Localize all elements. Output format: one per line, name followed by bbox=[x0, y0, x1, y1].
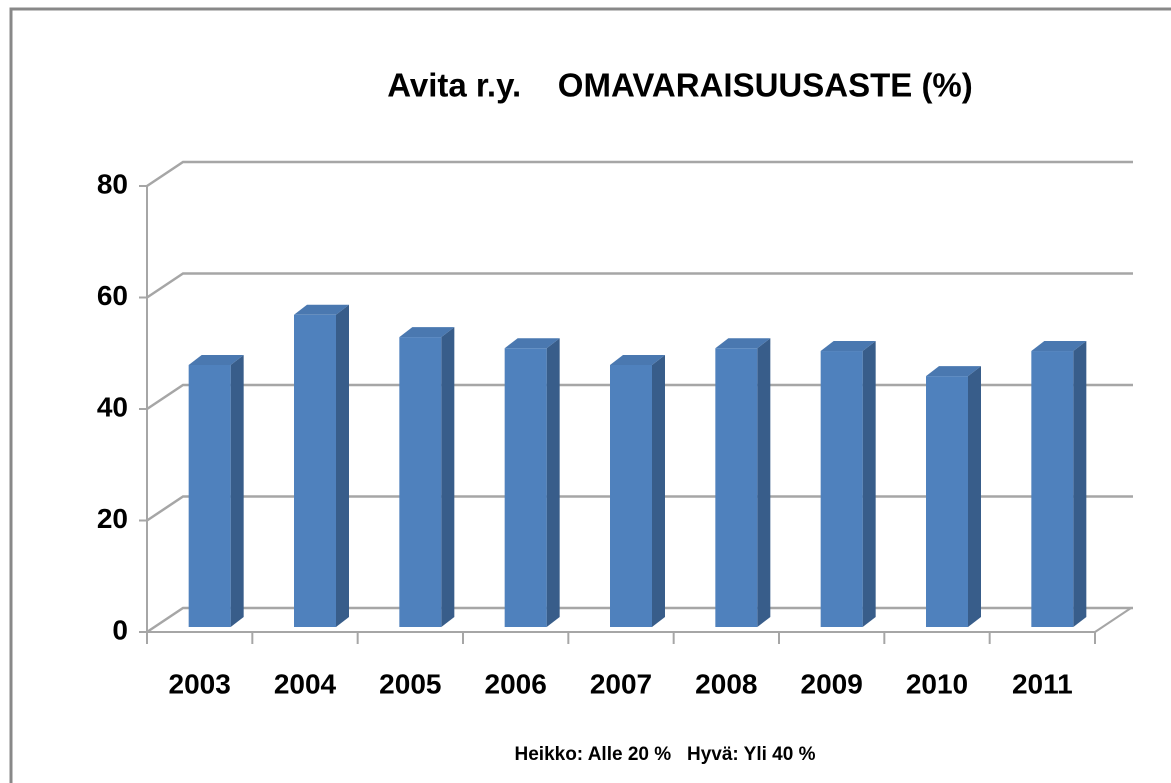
y-tick-label: 80 bbox=[97, 168, 128, 199]
bar-side bbox=[1073, 341, 1087, 627]
x-tick-label: 2010 bbox=[906, 668, 968, 699]
bar-side bbox=[441, 327, 455, 627]
floor-line bbox=[1094, 607, 1132, 633]
bar-side bbox=[652, 354, 665, 627]
bar-top bbox=[820, 341, 876, 352]
bar bbox=[926, 376, 968, 627]
bar-side bbox=[757, 338, 771, 627]
grid-line bbox=[146, 160, 1133, 188]
bar-side bbox=[546, 338, 560, 627]
bar-side bbox=[336, 304, 349, 627]
bar-top bbox=[926, 366, 981, 377]
x-tick-label: 2009 bbox=[801, 668, 863, 699]
bar-top bbox=[504, 338, 560, 349]
bar-side bbox=[862, 341, 876, 627]
bar-top bbox=[1031, 341, 1087, 352]
x-tick-label: 2007 bbox=[590, 668, 652, 699]
x-tick-label: 2005 bbox=[379, 668, 441, 699]
bar-top bbox=[294, 304, 349, 315]
x-tick-label: 2003 bbox=[169, 668, 231, 699]
grid-line bbox=[146, 272, 1133, 299]
y-tick-label: 40 bbox=[97, 391, 128, 422]
bar bbox=[188, 364, 231, 627]
grid-line bbox=[146, 495, 1133, 522]
x-tick-label: 2006 bbox=[485, 668, 547, 699]
bar bbox=[504, 348, 547, 627]
bar bbox=[294, 314, 336, 627]
bar bbox=[399, 337, 442, 627]
chart-title: Avita r.y. OMAVARAISUUSASTE (%) bbox=[387, 67, 973, 104]
bar bbox=[610, 364, 652, 627]
y-tick-label: 60 bbox=[97, 280, 128, 311]
x-tick-label: 2004 bbox=[274, 668, 337, 699]
x-tick-label: 2008 bbox=[695, 668, 757, 699]
chart-note: Heikko: Alle 20 % Hyvä: Yli 40 % bbox=[515, 744, 816, 765]
bar-top bbox=[715, 338, 771, 349]
y-tick-label: 20 bbox=[97, 503, 128, 534]
x-tick-label: 2011 bbox=[1012, 668, 1073, 699]
bar-side bbox=[230, 354, 244, 627]
bar-top bbox=[188, 354, 244, 365]
bar bbox=[715, 348, 758, 627]
bar-top bbox=[610, 354, 665, 365]
grid-line bbox=[146, 606, 1133, 634]
bar bbox=[1031, 351, 1074, 627]
bar-side bbox=[968, 366, 981, 627]
chart-frame bbox=[9, 7, 1171, 783]
grid-line bbox=[146, 383, 1133, 411]
y-tick-label: 0 bbox=[112, 614, 128, 645]
bar bbox=[820, 351, 863, 627]
bar-top bbox=[399, 327, 455, 338]
